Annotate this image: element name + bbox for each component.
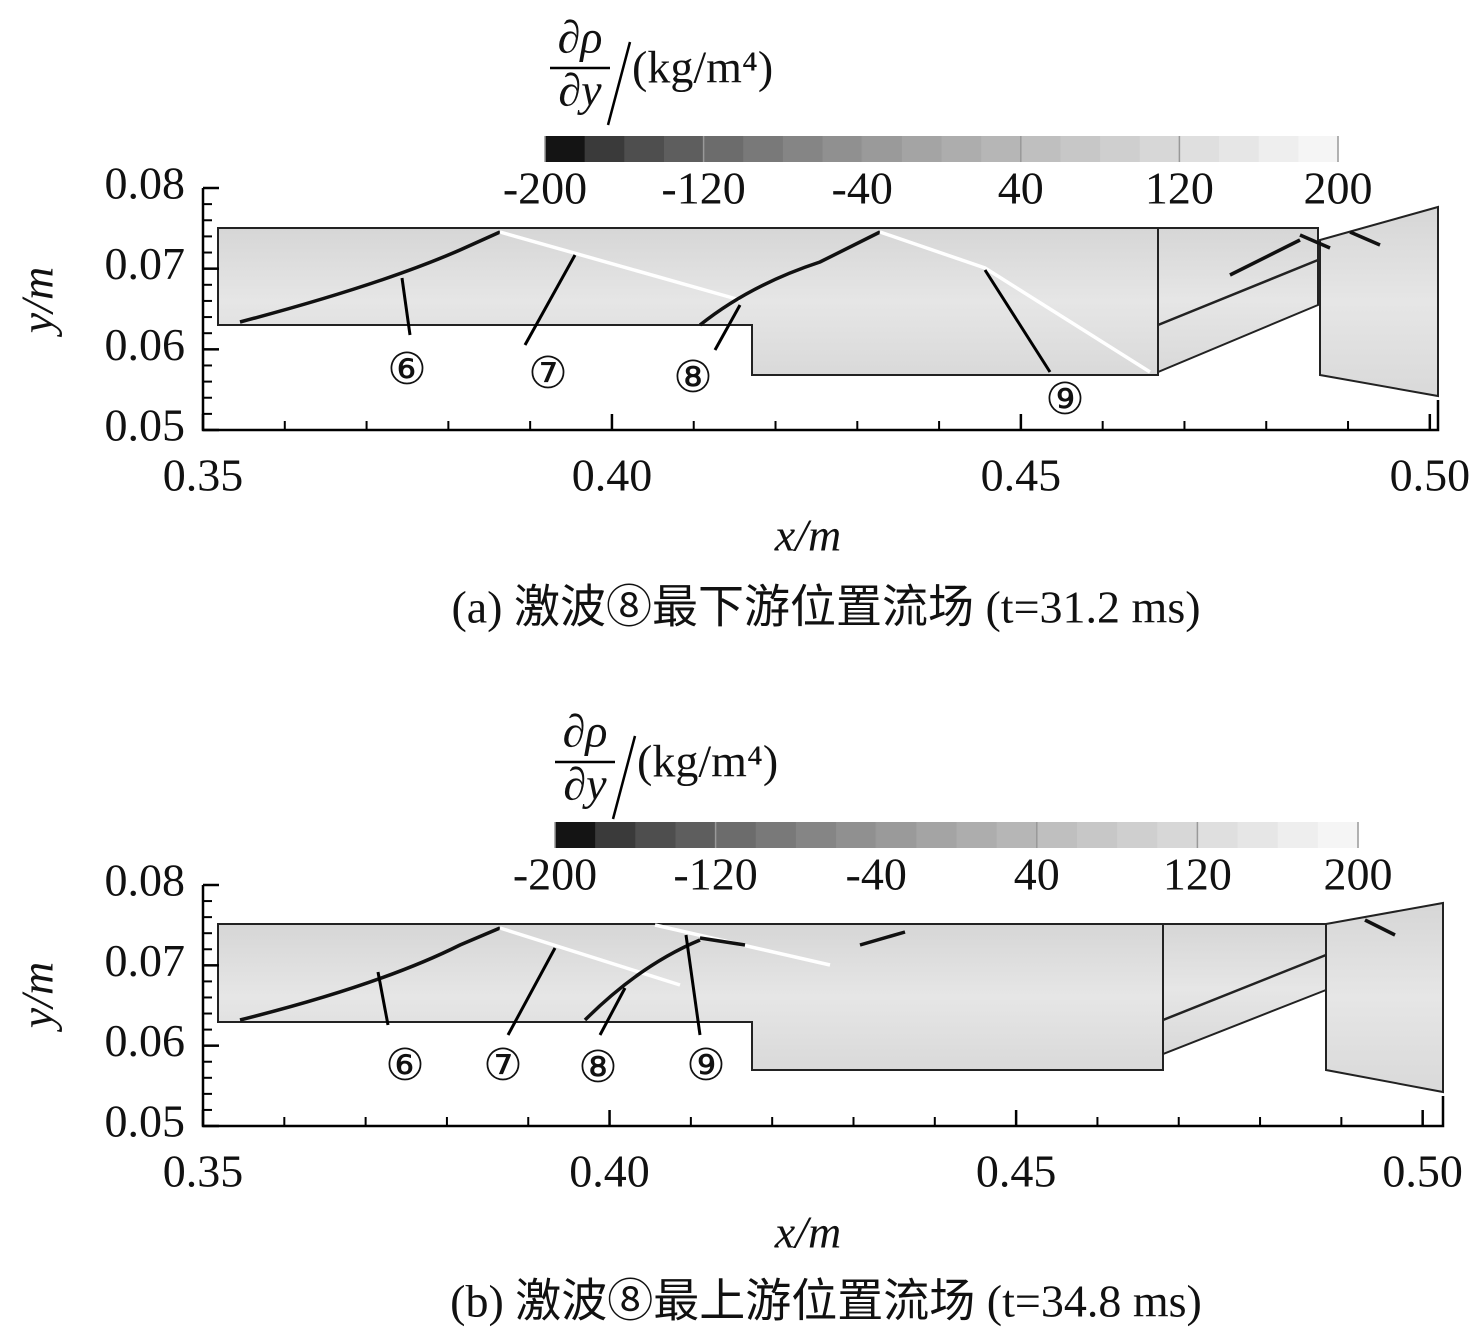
colorbar-band bbox=[981, 136, 1022, 162]
colorbar-band bbox=[1277, 822, 1319, 848]
colorbar-band bbox=[743, 136, 784, 162]
colorbar-band bbox=[782, 136, 824, 162]
colorbar-band bbox=[555, 822, 596, 848]
x-tick-label: 0.40 bbox=[572, 450, 653, 501]
colorbar-unit: (kg/m⁴) bbox=[637, 736, 778, 787]
colorbar-band bbox=[1076, 822, 1118, 848]
y-tick-label: 0.08 bbox=[105, 855, 186, 906]
colorbar-tick-label: 200 bbox=[1304, 163, 1373, 214]
colorbar-tick-label: 40 bbox=[998, 163, 1044, 214]
shock-label: ⑧ bbox=[578, 1042, 617, 1093]
colorbar-band bbox=[941, 136, 982, 162]
colorbar-tick-label: -40 bbox=[832, 163, 893, 214]
colorbar-band bbox=[1157, 822, 1198, 848]
colorbar-unit: (kg/m⁴) bbox=[632, 42, 773, 93]
colorbar-numerator: ∂ρ bbox=[563, 706, 608, 757]
colorbar-tick-label: -40 bbox=[846, 849, 907, 900]
shock-label: ⑥ bbox=[385, 1040, 424, 1091]
colorbar-band bbox=[1036, 822, 1078, 848]
shock-label: ⑧ bbox=[673, 352, 712, 403]
colorbar-band bbox=[624, 136, 665, 162]
axis-frame bbox=[201, 188, 1440, 432]
colorbar-band bbox=[916, 822, 957, 848]
colorbar-band bbox=[836, 822, 877, 848]
colorbar-band bbox=[1219, 136, 1260, 162]
colorbar-band bbox=[1197, 822, 1239, 848]
colorbar-band bbox=[1100, 136, 1141, 162]
colorbar-band bbox=[1179, 136, 1220, 162]
colorbar-tick-label: -200 bbox=[503, 163, 587, 214]
colorbar-numerator: ∂ρ bbox=[558, 12, 603, 63]
colorbar-band bbox=[1117, 822, 1158, 848]
colorbar-tick-label: 120 bbox=[1163, 849, 1232, 900]
x-axis-label: x/m bbox=[774, 1207, 841, 1258]
colorbar-band bbox=[595, 822, 636, 848]
y-tick-label: 0.07 bbox=[105, 935, 186, 986]
y-tick-label: 0.06 bbox=[105, 319, 186, 370]
colorbar-band bbox=[862, 136, 903, 162]
caption: (a) 激波⑧最下游位置流场 (t=31.2 ms) bbox=[451, 582, 1200, 633]
shock-label: ⑥ bbox=[387, 344, 426, 395]
colorbar-tick-label: 120 bbox=[1145, 163, 1214, 214]
y-tick-label: 0.08 bbox=[105, 158, 186, 209]
colorbar-band bbox=[755, 822, 797, 848]
x-tick-label: 0.45 bbox=[981, 450, 1062, 501]
x-tick-label: 0.40 bbox=[569, 1146, 650, 1197]
flow-field-a: ⑥ ⑦ ⑧ ⑨ bbox=[217, 205, 1439, 425]
x-axis-label: x/m bbox=[774, 510, 841, 561]
x-tick-label: 0.35 bbox=[163, 450, 244, 501]
colorbar-band bbox=[663, 136, 705, 162]
colorbar-denominator: ∂y bbox=[563, 759, 607, 810]
colorbar-tick-label: 200 bbox=[1324, 849, 1393, 900]
colorbar-band bbox=[635, 822, 676, 848]
colorbar-band bbox=[1237, 822, 1279, 848]
colorbar-tick-label: -200 bbox=[513, 849, 597, 900]
colorbar-band bbox=[795, 822, 837, 848]
caption: (b) 激波⑧最上游位置流场 (t=34.8 ms) bbox=[450, 1276, 1202, 1327]
colorbar-tick-label: 40 bbox=[1014, 849, 1060, 900]
y-tick-label: 0.07 bbox=[105, 238, 186, 289]
shock-label: ⑦ bbox=[528, 348, 567, 399]
y-tick-label: 0.06 bbox=[105, 1015, 186, 1066]
colorbar-tick-label: -120 bbox=[673, 849, 757, 900]
colorbar-band bbox=[1060, 136, 1101, 162]
colorbar-band bbox=[703, 136, 744, 162]
x-tick-label: 0.50 bbox=[1390, 450, 1471, 501]
colorbar-band bbox=[876, 822, 917, 848]
colorbar-band bbox=[956, 822, 998, 848]
colorbar-band bbox=[1298, 136, 1339, 162]
colorbar-denominator: ∂y bbox=[558, 65, 602, 116]
colorbar-band bbox=[1020, 136, 1061, 162]
colorbar-band bbox=[822, 136, 863, 162]
y-axis-label: y/m bbox=[12, 267, 63, 337]
colorbar-band bbox=[1317, 822, 1359, 848]
shock-label: ⑨ bbox=[1045, 374, 1084, 425]
colorbar-band bbox=[901, 136, 942, 162]
colorbar-band bbox=[996, 822, 1038, 848]
axis-frame bbox=[201, 885, 1445, 1128]
x-tick-label: 0.45 bbox=[976, 1146, 1057, 1197]
colorbar-band bbox=[675, 822, 717, 848]
flow-field-b: ⑥ ⑦ ⑧ ⑨ bbox=[217, 901, 1444, 1094]
y-tick-label: 0.05 bbox=[105, 1096, 186, 1147]
y-axis-label: y/m bbox=[12, 962, 63, 1032]
colorbar-band bbox=[584, 136, 625, 162]
colorbar-band bbox=[545, 136, 586, 162]
y-tick-label: 0.05 bbox=[105, 400, 186, 451]
colorbar-band bbox=[715, 822, 757, 848]
shock-label: ⑦ bbox=[483, 1040, 522, 1091]
shock-label: ⑨ bbox=[686, 1040, 725, 1091]
x-tick-label: 0.50 bbox=[1382, 1146, 1463, 1197]
colorbar-band bbox=[1258, 136, 1299, 162]
colorbar-band bbox=[1139, 136, 1180, 162]
colorbar-tick-label: -120 bbox=[661, 163, 745, 214]
x-tick-label: 0.35 bbox=[163, 1146, 244, 1197]
